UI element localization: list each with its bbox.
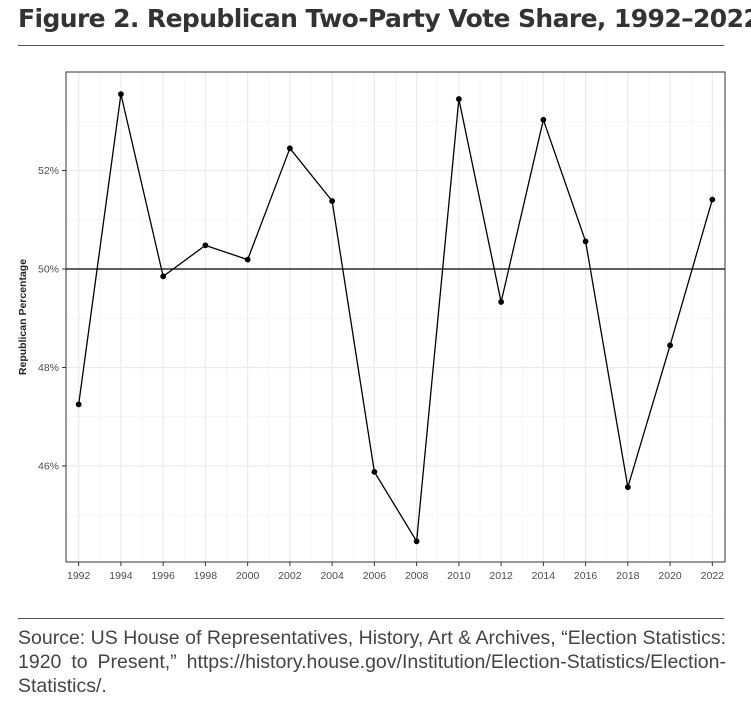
data-point [624,484,631,491]
x-tick-label: 2000 [236,570,260,582]
data-point [329,198,336,204]
y-tick-label: 48% [38,362,59,374]
data-point [244,256,251,263]
x-tick-label: 2018 [616,570,640,582]
data-point [667,342,673,349]
y-axis: 46% 48% 50% 52% [38,165,66,472]
data-point [286,145,293,152]
plot-panel-border [65,71,726,563]
data-point [455,96,462,102]
series-line [78,93,713,542]
line-chart: 46% 48% 50% 52% 1992 1994 1996 1998 2000 2002 200… [17,71,726,582]
y-tick-label: 52% [38,165,59,177]
data-point [413,538,420,545]
data-point [202,242,209,249]
x-tick-label: 2010 [447,570,471,582]
data-point [160,273,167,280]
y-tick-label: 46% [38,460,59,472]
x-tick-label: 2008 [405,570,429,582]
x-tick-label: 2002 [278,570,302,582]
x-tick-label: 2020 [658,570,682,582]
data-point [540,116,547,123]
title-rule [18,45,724,46]
data-point [75,401,82,408]
x-tick-label: 2016 [574,570,598,582]
source-note: Source: US House of Representatives, His… [18,627,726,697]
x-axis: 1992 1994 1996 1998 2000 2002 2004 2006 2008 2010… [67,562,724,582]
x-tick-label: 2004 [320,570,344,582]
series-layer [75,91,716,545]
x-tick-label: 1992 [67,570,91,582]
data-point [709,196,716,203]
data-point [371,468,378,475]
x-tick-label: 1996 [151,570,175,582]
x-tick-label: 2006 [363,570,387,582]
x-tick-label: 2022 [701,570,725,582]
x-tick-label: 1998 [194,570,218,582]
data-point [118,91,124,98]
x-tick-label: 1994 [109,570,133,582]
data-point [582,238,589,245]
x-tick-label: 2012 [489,570,513,582]
y-tick-label: 50% [38,263,59,275]
x-tick-label: 2014 [532,570,556,582]
figure-title: Figure 2. Republican Two-Party Vote Shar… [18,4,751,33]
data-point [498,299,505,305]
y-axis-label: Republican Percentage [17,259,29,375]
source-rule [18,618,724,619]
